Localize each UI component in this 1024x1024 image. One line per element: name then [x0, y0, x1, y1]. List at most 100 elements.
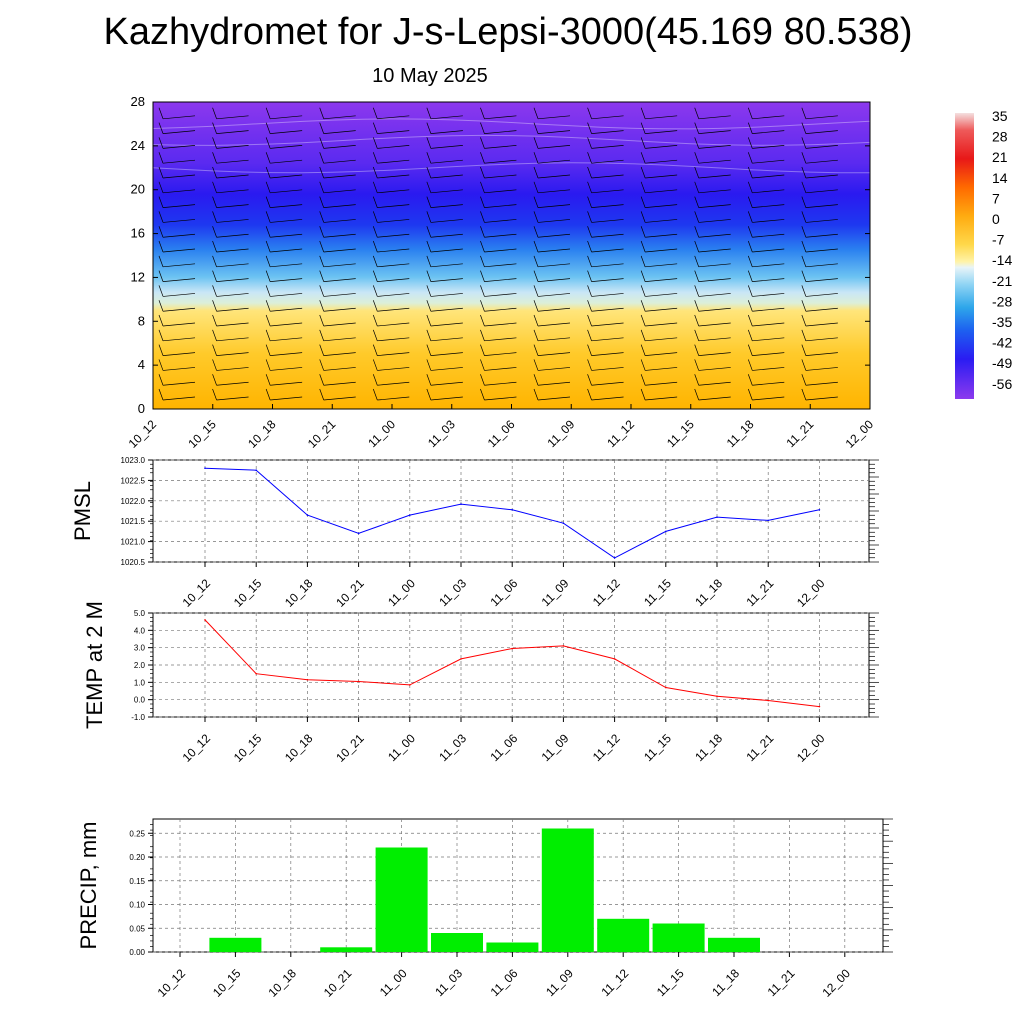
- wind-barbs: [158, 107, 838, 401]
- wind-barb-feather: [801, 388, 807, 401]
- wind-barb-shaft: [752, 159, 785, 164]
- wind-barb-feather: [694, 166, 700, 179]
- colorbar-label: -7: [992, 232, 1005, 248]
- wind-barb-shaft: [270, 145, 303, 149]
- wind-barb-shaft: [591, 396, 624, 401]
- wind-barb-feather: [265, 181, 271, 193]
- wind-barb-shaft: [162, 130, 196, 134]
- wind-barb-feather: [694, 359, 700, 371]
- wind-barb-shaft: [645, 130, 678, 134]
- wind-barb-shaft: [645, 307, 678, 312]
- wind-barb-shaft: [591, 278, 624, 282]
- wind-barb-shaft: [645, 174, 678, 179]
- x-tick-label: 11_06: [487, 576, 520, 609]
- wind-barb-shaft: [216, 293, 249, 297]
- pmsl-point: [255, 469, 257, 472]
- wind-barb-feather: [533, 314, 539, 327]
- wind-barb-feather: [533, 166, 539, 179]
- colorbar: 35 28 21 14 7 0 -7 -14 -21 -28 -35 -42 -49 -56: [955, 108, 1012, 399]
- wind-barb-shaft: [377, 130, 410, 134]
- wind-barb-feather: [533, 270, 539, 282]
- wind-barb-shaft: [162, 189, 196, 194]
- wind-barb-feather: [587, 152, 592, 164]
- wind-barb-shaft: [805, 322, 838, 327]
- wind-barb-feather: [801, 122, 807, 134]
- temp-point: [716, 695, 718, 697]
- wind-barb-feather: [694, 300, 700, 312]
- pmsl-point: [665, 530, 667, 533]
- wind-barb-shaft: [698, 159, 731, 164]
- wind-barb-shaft: [537, 381, 571, 386]
- wind-barb-shaft: [377, 204, 410, 208]
- wind-barb-shaft: [162, 352, 196, 356]
- wind-barb-feather: [694, 196, 700, 208]
- wind-barb-shaft: [430, 130, 463, 134]
- wind-barb-shaft: [752, 189, 785, 194]
- wind-barb-shaft: [591, 293, 624, 297]
- y-axis-label: PMSL: [70, 481, 95, 541]
- pmsl-point: [613, 557, 616, 559]
- wind-barb-shaft: [645, 189, 678, 194]
- wind-barb-shaft: [323, 278, 356, 282]
- x-tick-label: 10_12: [180, 731, 214, 765]
- wind-barb-feather: [801, 255, 807, 267]
- wind-barb-shaft: [377, 293, 410, 297]
- y-tick-label: 0.25: [129, 829, 145, 838]
- x-tick-label: 11_21: [743, 576, 776, 609]
- wind-barb-feather: [587, 329, 592, 341]
- x-tick-label: 11_21: [765, 966, 798, 999]
- wind-barb-shaft: [698, 263, 731, 268]
- x-tick-label: 11_00: [385, 731, 418, 764]
- wind-barb-feather: [158, 211, 164, 223]
- wind-barb-feather: [319, 285, 325, 297]
- wind-barb-shaft: [377, 263, 410, 268]
- wind-barb-feather: [372, 314, 378, 327]
- wind-barb-feather: [801, 166, 807, 179]
- cross-section-y-axis: 0 4 8 12 16 20 24 28: [131, 94, 870, 416]
- wind-barb-shaft: [430, 337, 463, 342]
- wind-barb-feather: [533, 196, 539, 208]
- wind-barb-shaft: [323, 233, 356, 238]
- wind-barb-feather: [426, 226, 432, 238]
- x-tick-label: 11_21: [784, 417, 817, 450]
- wind-barb-feather: [319, 152, 325, 164]
- wind-barb-shaft: [645, 159, 678, 164]
- x-tick-label: 11_12: [598, 966, 631, 999]
- wind-barb-shaft: [591, 367, 624, 371]
- wind-barb-feather: [640, 388, 646, 401]
- wind-barb-feather: [640, 344, 646, 356]
- wind-barb-feather: [587, 285, 592, 297]
- x-tick-label: 11_15: [654, 966, 687, 999]
- precip-bar: [209, 937, 262, 953]
- wind-barb-feather: [533, 374, 539, 386]
- wind-barb-shaft: [270, 233, 303, 238]
- wind-barb-feather: [319, 226, 325, 238]
- wind-barb-shaft: [216, 219, 249, 223]
- wind-barb-shaft: [645, 381, 678, 386]
- wind-barb-shaft: [805, 278, 838, 282]
- wind-barb-shaft: [430, 322, 463, 327]
- wind-barb-shaft: [752, 381, 785, 386]
- wind-barb-feather: [319, 344, 325, 356]
- wind-barb-shaft: [377, 322, 410, 327]
- wind-barb-feather: [426, 211, 432, 223]
- contour-line: [152, 118, 871, 130]
- wind-barb-feather: [480, 122, 485, 134]
- colorbar-label: 0: [992, 211, 1000, 227]
- wind-barb-shaft: [216, 278, 249, 282]
- x-tick-label: 11_03: [436, 576, 469, 609]
- wind-barb-feather: [801, 314, 807, 327]
- wind-barb-shaft: [162, 263, 196, 268]
- y-tick-label: 4.0: [134, 626, 146, 635]
- wind-barb-feather: [212, 122, 217, 134]
- wind-barb-shaft: [162, 233, 196, 238]
- wind-barb-feather: [480, 314, 485, 327]
- wind-barb-feather: [801, 270, 807, 282]
- wind-barb-feather: [372, 240, 378, 253]
- wind-barb-shaft: [645, 233, 678, 238]
- colorbar-label: -49: [992, 355, 1012, 371]
- wind-barb-feather: [426, 137, 432, 149]
- y-tick-label: 0: [138, 401, 145, 416]
- wind-barb-shaft: [645, 204, 678, 208]
